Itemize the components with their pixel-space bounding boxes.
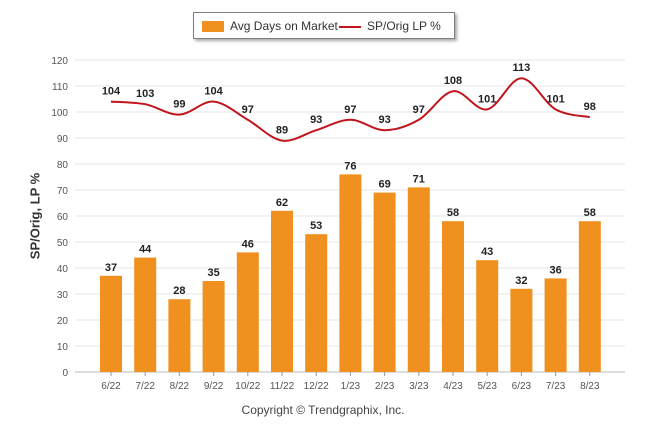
x-tick-label: 5/23 <box>477 381 497 392</box>
copyright-text: Copyright © Trendgraphix, Inc. <box>241 403 405 417</box>
y-tick-label: 10 <box>57 342 69 353</box>
x-tick-label: 9/22 <box>204 381 224 392</box>
x-tick-label: 7/23 <box>546 381 566 392</box>
y-tick-label: 110 <box>52 82 68 93</box>
line-data-label: 97 <box>344 104 356 116</box>
x-tick-label: 8/22 <box>170 381 190 392</box>
bar <box>305 234 328 372</box>
bar-data-label: 32 <box>515 275 527 287</box>
y-tick-label: 100 <box>51 108 68 119</box>
bar-data-label: 35 <box>207 267 219 279</box>
line-data-label: 99 <box>173 99 185 111</box>
bar-data-label: 28 <box>173 285 185 297</box>
line-data-label: 103 <box>136 88 154 100</box>
bar <box>271 210 293 372</box>
y-tick-label: 40 <box>57 264 69 275</box>
y-tick-label: 60 <box>57 212 69 223</box>
bar-data-label: 36 <box>549 264 561 276</box>
bar-data-label: 37 <box>105 262 117 274</box>
x-tick-label: 4/23 <box>443 381 463 392</box>
legend: Avg Days on Market SP/Orig LP % <box>193 12 455 39</box>
bar <box>339 174 362 372</box>
bar <box>236 252 259 372</box>
x-tick-label: 10/22 <box>235 381 260 392</box>
legend-swatch-line <box>339 26 361 28</box>
bar <box>202 281 225 372</box>
line-data-label: 113 <box>513 62 531 74</box>
legend-item-days-on-market: Avg Days on Market <box>230 19 338 33</box>
line-series <box>110 77 591 142</box>
bar <box>442 221 464 372</box>
y-tick-label: 20 <box>57 316 69 327</box>
x-tick-label: 11/22 <box>270 381 295 392</box>
bar <box>544 278 567 372</box>
bar-data-label: 43 <box>481 246 493 258</box>
legend-item-sp-orig-lp: SP/Orig LP % <box>367 19 441 33</box>
line-data-label: 101 <box>478 93 496 105</box>
x-tick-label: 12/22 <box>304 381 329 392</box>
line-data-label: 97 <box>413 104 425 116</box>
line-data-label: 101 <box>546 93 564 105</box>
y-tick-label: 50 <box>57 238 69 249</box>
bar-data-label: 76 <box>344 160 356 172</box>
y-tick-label: 0 <box>62 368 68 379</box>
bar <box>168 299 191 372</box>
bar-data-label: 58 <box>584 207 596 219</box>
x-axis-ticks: 6/22 7/22 8/22 9/22 10/22 11/22 12/22 1/23 2/23 3… <box>101 372 600 392</box>
bar-series <box>100 174 601 372</box>
bar <box>578 221 601 372</box>
x-tick-label: 6/23 <box>512 381 532 392</box>
bar <box>134 257 157 372</box>
bar <box>373 192 396 372</box>
y-axis-ticks: 0 10 20 30 40 50 60 70 80 90 100 110 120 <box>51 56 68 379</box>
y-tick-label: 90 <box>57 134 69 145</box>
bar-data-label: 53 <box>310 220 322 232</box>
line-data-labels: 104 103 99 104 97 89 93 97 93 97 108 101 113 101 98 <box>102 62 596 136</box>
x-tick-label: 7/22 <box>135 381 155 392</box>
bar-data-label: 69 <box>378 179 390 191</box>
line-data-label: 98 <box>584 101 596 113</box>
bar <box>476 260 499 372</box>
bar <box>407 187 430 372</box>
x-tick-label: 2/23 <box>375 381 395 392</box>
bar-data-labels: 37 44 28 35 46 62 53 76 69 71 58 43 32 36 58 <box>105 160 596 297</box>
line-data-label: 104 <box>102 86 121 98</box>
y-tick-label: 30 <box>57 290 69 301</box>
x-tick-label: 3/23 <box>409 381 429 392</box>
line-data-label: 93 <box>378 114 390 126</box>
bar-data-label: 71 <box>413 173 425 185</box>
line-data-label: 97 <box>242 104 254 116</box>
bar <box>100 275 122 372</box>
x-tick-label: 8/23 <box>580 381 600 392</box>
bar-data-label: 58 <box>447 207 459 219</box>
line-data-label: 89 <box>276 125 288 137</box>
y-tick-label: 80 <box>57 160 69 171</box>
bar-data-label: 46 <box>242 238 254 250</box>
x-tick-label: 1/23 <box>341 381 361 392</box>
line-data-label: 104 <box>204 86 223 98</box>
y-tick-label: 120 <box>51 56 68 67</box>
bar-data-label: 62 <box>276 197 288 209</box>
line-data-label: 93 <box>310 114 322 126</box>
legend-swatch-bar <box>202 21 224 32</box>
line-data-label: 108 <box>444 75 462 87</box>
y-tick-label: 70 <box>57 186 69 197</box>
y-axis-label: SP/Orig, LP % <box>27 172 43 260</box>
bar <box>510 288 533 372</box>
x-tick-label: 6/22 <box>101 381 121 392</box>
bar-data-label: 44 <box>139 244 152 256</box>
